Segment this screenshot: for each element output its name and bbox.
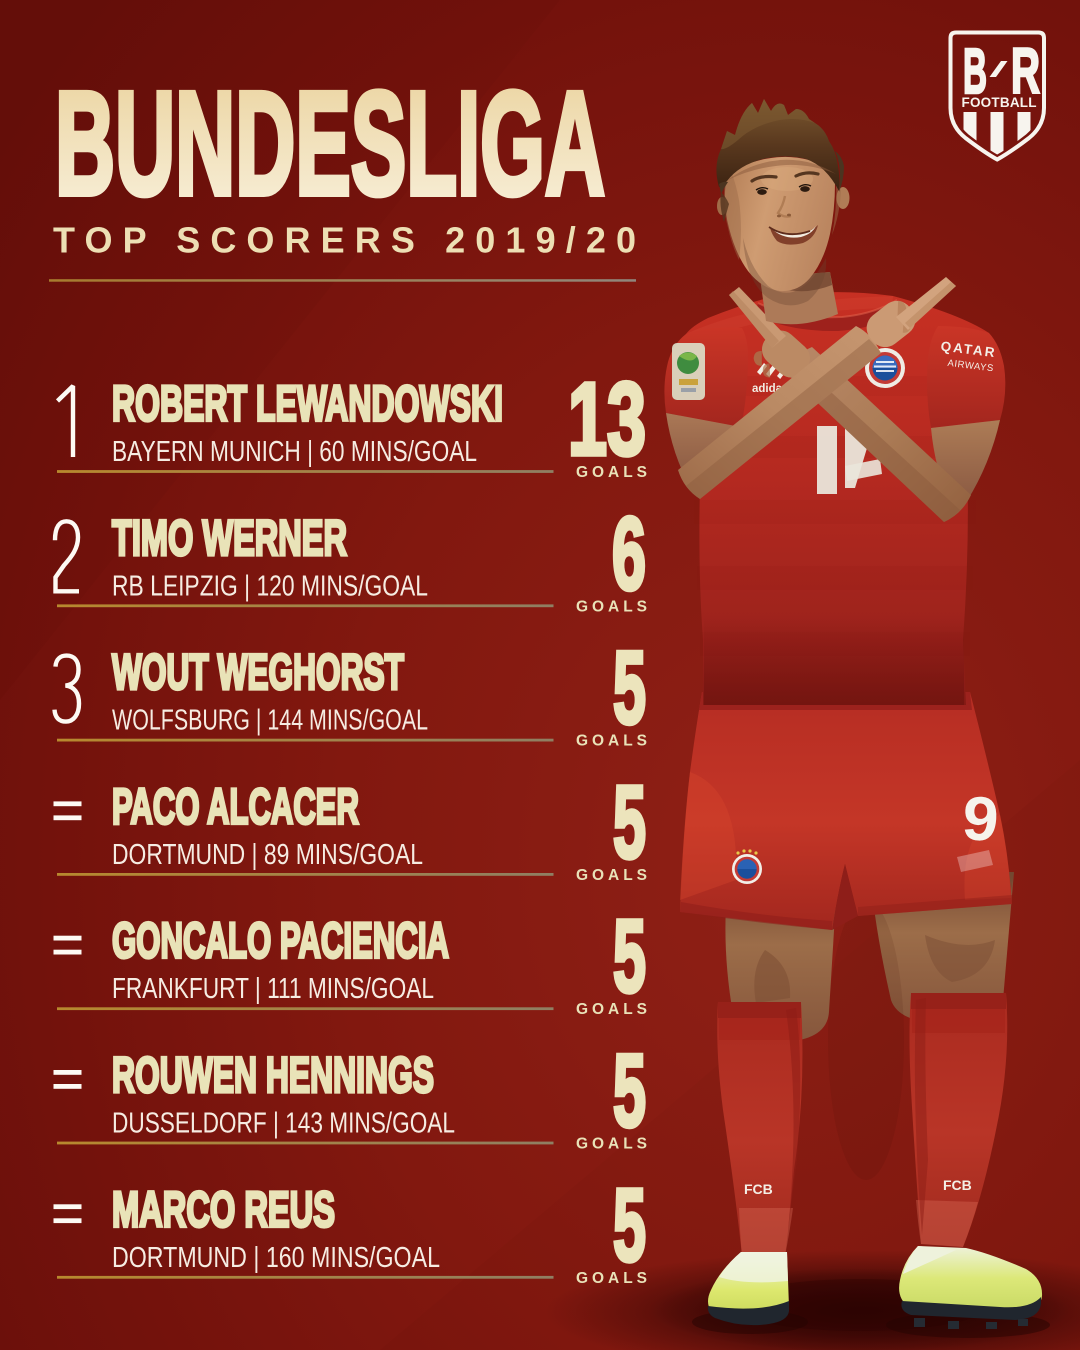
svg-text:RB LEIPZIG | 120 MINS/GOAL: RB LEIPZIG | 120 MINS/GOAL [112,570,428,602]
svg-text:ROBERT LEWANDOWSKI: ROBERT LEWANDOWSKI [112,376,503,432]
svg-text:R: R [1011,35,1040,107]
svg-text:BAYERN MUNICH | 60 MINS/GOAL: BAYERN MUNICH | 60 MINS/GOAL [112,436,477,468]
svg-text:FOOTBALL: FOOTBALL [962,95,1037,110]
svg-text:GOALS: GOALS [576,867,647,884]
svg-text:DUSSELDORF | 143 MINS/GOAL: DUSSELDORF | 143 MINS/GOAL [112,1108,455,1140]
svg-text:TIMO WERNER: TIMO WERNER [112,510,347,566]
svg-text:GOALS: GOALS [576,733,647,750]
svg-text:GOALS: GOALS [576,1136,647,1153]
svg-text:TOP SCORERS 2019/20: TOP SCORERS 2019/20 [53,220,636,261]
svg-text:GOALS: GOALS [576,464,647,481]
svg-text:5: 5 [613,764,646,879]
svg-text:FCB: FCB [943,1177,972,1193]
svg-text:5: 5 [613,1033,646,1148]
svg-text:DORTMUND | 89 MINS/GOAL: DORTMUND | 89 MINS/GOAL [112,839,423,871]
svg-text:GOALS: GOALS [576,598,647,615]
svg-text:QATAR: QATAR [940,339,996,360]
svg-text:GOALS: GOALS [576,1270,647,1287]
svg-text:B: B [963,35,987,107]
svg-text:BUNDESLIGA: BUNDESLIGA [55,62,605,226]
svg-text:MARCO REUS: MARCO REUS [112,1181,335,1237]
svg-text:FRANKFURT | 111 MINS/GOAL: FRANKFURT | 111 MINS/GOAL [112,973,434,1005]
svg-text:ROUWEN HENNINGS: ROUWEN HENNINGS [112,1047,434,1103]
svg-text:5: 5 [613,899,646,1014]
svg-text:DORTMUND | 160 MINS/GOAL: DORTMUND | 160 MINS/GOAL [112,1242,440,1274]
svg-text:GOALS: GOALS [576,1001,647,1018]
svg-text:5: 5 [613,1167,646,1282]
svg-text:PACO ALCACER: PACO ALCACER [112,778,359,834]
svg-text:WOUT WEGHORST: WOUT WEGHORST [112,644,404,700]
svg-text:13: 13 [568,362,646,477]
svg-text:GONCALO PACIENCIA: GONCALO PACIENCIA [112,913,449,969]
svg-text:WOLFSBURG | 144 MINS/GOAL: WOLFSBURG | 144 MINS/GOAL [112,705,428,737]
svg-text:FCB: FCB [744,1181,773,1197]
svg-text:6: 6 [612,496,646,611]
svg-text:9: 9 [960,784,1001,855]
svg-text:5: 5 [613,630,646,745]
